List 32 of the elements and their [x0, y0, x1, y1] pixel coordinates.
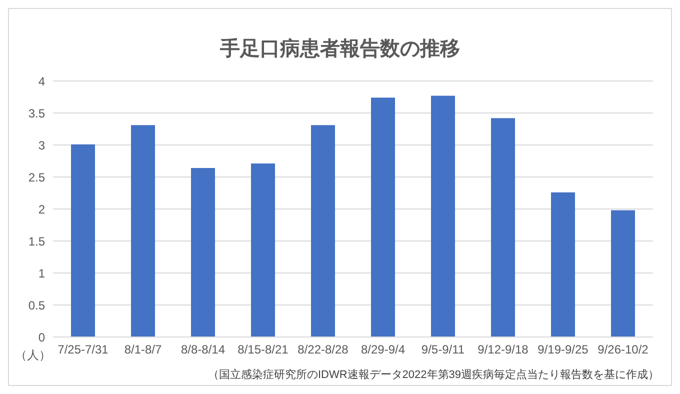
x-tick-label: 8/8-8/14 [180, 342, 226, 357]
x-tick-label: 9/5-9/11 [421, 342, 465, 357]
bar [251, 164, 275, 337]
y-tick-label: 4 [38, 74, 46, 88]
chart-title: 手足口病患者報告数の推移 [219, 36, 461, 62]
bar [491, 118, 515, 337]
y-tick-label: 3 [38, 138, 46, 152]
bar [311, 125, 335, 337]
x-tick-label: 9/19-9/25 [538, 342, 589, 357]
text: （国立感染症研究所のIDWR速報データ2022年第39週疾病毎定点当たり報告数を基に作成） [208, 368, 659, 382]
y-tick-label: 2 [38, 202, 46, 216]
x-tick-label: 9/12-9/18 [478, 342, 529, 357]
bar [611, 210, 635, 337]
y-tick-label: 1.5 [28, 234, 46, 248]
y-tick-label: 3.5 [28, 106, 46, 120]
bar [71, 144, 95, 337]
bar [131, 125, 155, 337]
bar [371, 98, 395, 337]
x-tick-label: 8/1-8/7 [124, 342, 162, 357]
x-tick-label: 9/26-10/2 [598, 342, 649, 357]
y-tick-label: 1 [38, 266, 46, 280]
y-axis-title: （人） [15, 347, 51, 364]
x-tick-label: 8/15-8/21 [238, 342, 289, 357]
x-tick-label: 7/25-7/31 [58, 342, 109, 357]
y-tick-label: 0 [38, 330, 46, 344]
x-tick-label: 8/22-8/28 [298, 342, 349, 357]
y-tick-label: 0.5 [28, 298, 46, 312]
y-tick-label: 2.5 [28, 170, 46, 184]
bar [191, 168, 215, 337]
bar [551, 192, 575, 337]
bar [431, 96, 455, 337]
x-tick-label: 8/29-9/4 [360, 342, 406, 357]
